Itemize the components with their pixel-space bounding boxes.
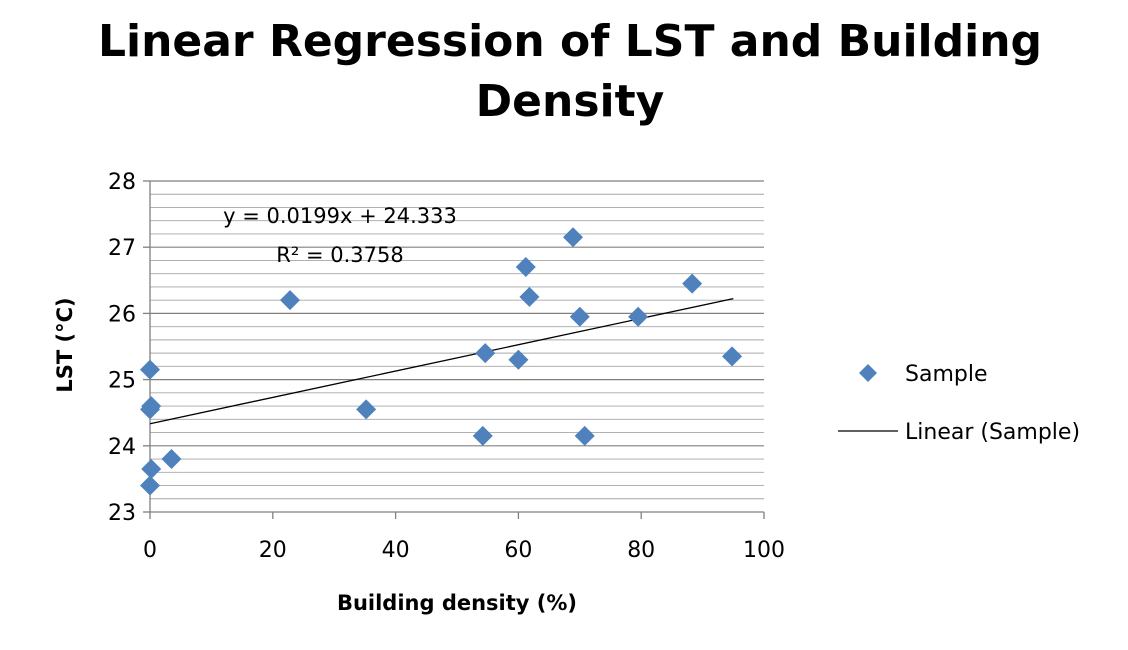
trendline-equation: y = 0.0199x + 24.333 bbox=[223, 204, 457, 228]
data-point bbox=[569, 306, 590, 327]
x-tick-label: 0 bbox=[143, 538, 157, 563]
data-point bbox=[722, 346, 743, 367]
x-tick-label: 80 bbox=[627, 538, 655, 563]
data-point bbox=[563, 227, 584, 248]
data-point bbox=[161, 449, 182, 470]
y-tick-label: 23 bbox=[108, 501, 136, 526]
y-tick-label: 27 bbox=[108, 236, 136, 261]
data-points bbox=[140, 227, 743, 496]
data-point bbox=[141, 458, 162, 479]
data-point bbox=[472, 425, 493, 446]
y-axis-title: LST (°C) bbox=[53, 297, 77, 392]
legend: Sample Linear (Sample) bbox=[838, 362, 1080, 445]
r-squared-label: R² = 0.3758 bbox=[276, 243, 403, 267]
x-tick-label: 100 bbox=[743, 538, 785, 563]
data-point bbox=[515, 257, 536, 278]
y-tick-label: 28 bbox=[108, 170, 136, 195]
y-tick-label: 26 bbox=[108, 302, 136, 327]
legend-sample-label: Sample bbox=[905, 362, 988, 387]
data-point bbox=[140, 475, 160, 496]
data-point bbox=[141, 396, 162, 417]
data-point bbox=[682, 273, 703, 294]
x-tick-label: 20 bbox=[259, 538, 287, 563]
data-point bbox=[574, 425, 595, 446]
y-tick-label: 24 bbox=[108, 435, 136, 460]
data-point bbox=[356, 399, 377, 420]
data-point bbox=[475, 343, 496, 364]
data-point bbox=[628, 306, 649, 327]
legend-linear-label: Linear (Sample) bbox=[905, 420, 1080, 445]
data-point bbox=[519, 286, 540, 307]
axes bbox=[149, 181, 764, 513]
data-point bbox=[508, 349, 529, 370]
x-tick-label: 40 bbox=[382, 538, 410, 563]
data-point bbox=[140, 359, 160, 380]
tick-labels: 0 20 40 60 80 100 23 24 25 26 27 28 bbox=[108, 170, 785, 563]
y-tick-label: 25 bbox=[108, 369, 136, 394]
x-axis-title: Building density (%) bbox=[337, 591, 577, 615]
chart-title: Linear Regression of LST and Building De… bbox=[97, 16, 1043, 127]
data-point bbox=[279, 290, 300, 311]
x-tick-label: 60 bbox=[504, 538, 532, 563]
legend-sample-marker bbox=[859, 364, 877, 382]
gridlines bbox=[150, 180, 764, 500]
